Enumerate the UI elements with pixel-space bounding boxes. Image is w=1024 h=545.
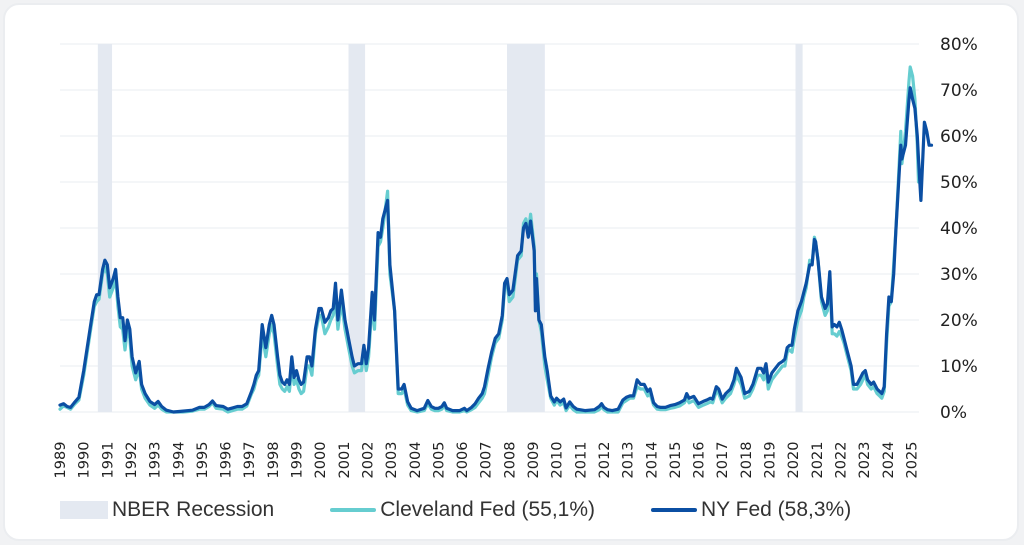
y-axis-ticks: 0% 10% 20% 30% 40% 50% 60% 70% 80% xyxy=(940,35,978,423)
recession-band-3 xyxy=(795,44,803,412)
x-tick-label: 2002 xyxy=(360,442,376,479)
x-tick-label: 2016 xyxy=(692,442,708,479)
y-tick-label: 10% xyxy=(940,357,978,377)
x-axis-ticks: 1989 1990 1991 1992 1993 1994 1995 1996 1997 1998… xyxy=(53,442,920,479)
y-tick-label: 50% xyxy=(940,173,978,193)
y-tick-label: 60% xyxy=(940,127,978,147)
x-tick-label: 2005 xyxy=(431,442,447,479)
x-tick-label: 1989 xyxy=(53,442,69,479)
x-tick-label: 1996 xyxy=(219,442,235,479)
y-tick-label: 0% xyxy=(940,403,967,423)
y-tick-label: 20% xyxy=(940,311,978,331)
recession-swatch xyxy=(60,501,108,519)
x-tick-label: 1998 xyxy=(266,442,282,479)
x-tick-label: 2006 xyxy=(455,442,471,479)
legend-item-nyfed[interactable]: NY Fed (58,3%) xyxy=(651,498,851,522)
recession-band-0 xyxy=(97,44,113,412)
x-tick-label: 2022 xyxy=(833,442,849,479)
x-tick-label: 1997 xyxy=(242,442,258,479)
x-tick-label: 1993 xyxy=(148,442,164,479)
x-tick-label: 1999 xyxy=(290,442,306,479)
x-tick-label: 2004 xyxy=(408,442,424,479)
x-tick-label: 2012 xyxy=(597,442,613,479)
x-tick-label: 2003 xyxy=(384,442,400,479)
x-tick-label: 2001 xyxy=(337,442,353,479)
nyfed-swatch xyxy=(651,508,698,512)
recession-band-1 xyxy=(348,44,366,412)
x-tick-label: 2007 xyxy=(479,442,495,479)
x-tick-label: 2019 xyxy=(763,442,779,479)
x-tick-label: 2008 xyxy=(502,442,518,479)
y-tick-label: 70% xyxy=(940,81,978,101)
y-tick-label: 80% xyxy=(940,35,978,55)
x-tick-label: 2013 xyxy=(621,442,637,479)
x-tick-label: 1991 xyxy=(100,442,116,479)
legend-label-cleveland: Cleveland Fed (55,1%) xyxy=(380,498,596,521)
x-tick-label: 2010 xyxy=(550,442,566,479)
gridlines xyxy=(60,43,919,413)
x-tick-label: 2025 xyxy=(904,442,920,479)
x-tick-label: 1992 xyxy=(124,442,140,479)
y-tick-label: 30% xyxy=(940,265,978,285)
x-tick-label: 2017 xyxy=(715,442,731,479)
x-tick-label: 2015 xyxy=(668,442,684,479)
legend-label-nyfed: NY Fed (58,3%) xyxy=(701,498,852,521)
series-ny-fed xyxy=(58,86,934,414)
x-tick-label: 1990 xyxy=(77,442,93,479)
y-tick-label: 40% xyxy=(940,219,978,239)
legend-label-recession: NBER Recession xyxy=(112,498,275,521)
x-tick-label: 2018 xyxy=(739,442,755,479)
x-tick-label: 2020 xyxy=(786,442,802,479)
x-tick-label: 2023 xyxy=(857,442,873,479)
legend-item-cleveland[interactable]: Cleveland Fed (55,1%) xyxy=(330,498,595,522)
x-tick-label: 2024 xyxy=(881,442,897,479)
x-tick-label: 2000 xyxy=(313,442,329,479)
x-tick-label: 1995 xyxy=(195,442,211,479)
x-tick-label: 2014 xyxy=(644,442,660,479)
x-tick-label: 2009 xyxy=(526,442,542,479)
series-lines xyxy=(58,65,934,414)
legend-item-recession[interactable]: NBER Recession xyxy=(60,498,274,522)
x-tick-label: 1994 xyxy=(171,442,187,479)
x-tick-label: 2021 xyxy=(810,442,826,479)
cleveland-swatch xyxy=(330,508,377,512)
legend: NBER Recession Cleveland Fed (55,1%) NY … xyxy=(60,494,907,526)
x-tick-label: 2011 xyxy=(573,442,589,479)
